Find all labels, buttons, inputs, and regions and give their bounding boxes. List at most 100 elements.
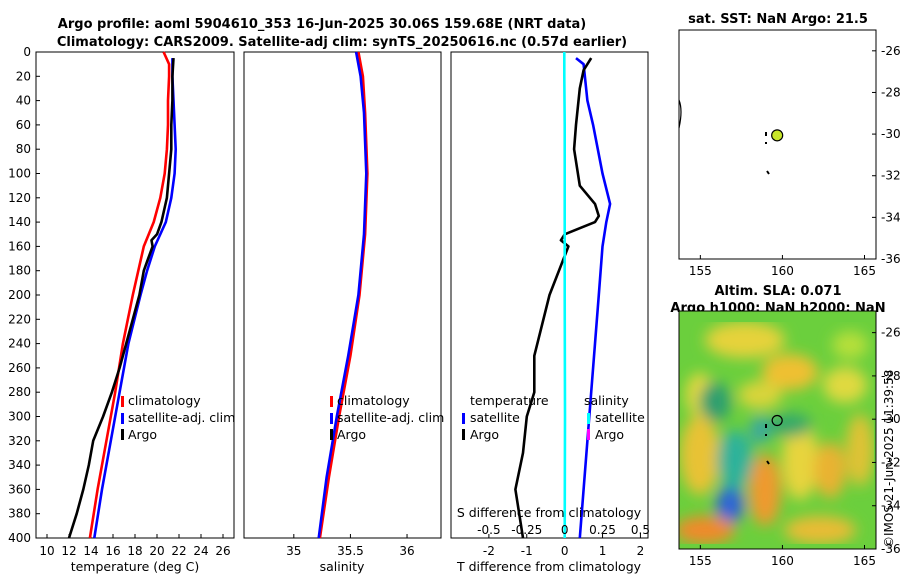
- depth-tick-label: 400: [8, 531, 31, 545]
- legend-argo: Argo: [128, 427, 157, 442]
- sst-map-panel: sat. SST: NaN Argo: 21.5 155 160 165 -26 -28…: [678, 12, 900, 278]
- difference-legend: temperature satellite Argo salinity sate…: [462, 393, 645, 442]
- legend-satellite: satellite-adj. clim: [128, 410, 235, 425]
- s-difference-tick-label: 0.25: [589, 523, 616, 537]
- temperature-series-argo: [67, 58, 175, 539]
- temperature-xtick-label: 12: [61, 544, 76, 558]
- temperature-series-climatology: [88, 51, 171, 539]
- legend-swatch-argo: [121, 429, 124, 440]
- lat-tick-label: -28: [881, 369, 900, 383]
- depth-tick-label: 160: [8, 239, 31, 253]
- temperature-panel: 0 20 40 60 80 100 120 140 160 180 200 220 240 260 280 3…: [8, 45, 235, 574]
- temperature-axes: [35, 51, 235, 539]
- temperature-xtick-label: 14: [83, 544, 98, 558]
- legend-swatch-t-argo: [462, 429, 465, 440]
- lat-tick-label: -28: [881, 85, 900, 99]
- lon-tick-label: 165: [853, 554, 876, 568]
- lat-tick-label: -34: [881, 499, 900, 513]
- depth-tick-label: 380: [8, 507, 31, 521]
- float-position-marker: [771, 129, 784, 142]
- island-marks: [765, 132, 770, 175]
- sla-heatmap: [679, 311, 876, 549]
- depth-tick-label: 280: [8, 385, 31, 399]
- temperature-xtick-label: 22: [171, 544, 186, 558]
- legend-swatch-satellite: [330, 413, 333, 424]
- salinity-xtick-label: 35.5: [337, 544, 364, 558]
- difference-xtick-label: 0: [561, 544, 569, 558]
- title-line-1: Argo profile: aoml 5904610_353 16-Jun-20…: [58, 17, 586, 32]
- lat-tick-label: -30: [881, 412, 900, 426]
- s-difference-tick-label: -0.25: [511, 523, 542, 537]
- depth-tick-label: 80: [16, 142, 31, 156]
- legend-t-argo: Argo: [470, 427, 499, 442]
- depth-tick-label: 100: [8, 167, 31, 181]
- sst-map-axes: [678, 29, 877, 260]
- sst-map-title: sat. SST: NaN Argo: 21.5: [688, 12, 868, 27]
- island-marks: [765, 424, 770, 465]
- temperature-xtick-label: 24: [193, 544, 208, 558]
- depth-tick-label: 140: [8, 215, 31, 229]
- legend-climatology: climatology: [337, 393, 410, 408]
- lat-tick-label: -32: [881, 169, 900, 183]
- depth-tick-label: 220: [8, 312, 31, 326]
- depth-tick-label: 360: [8, 482, 31, 496]
- temperature-xtick-label: 26: [215, 544, 230, 558]
- legend-s-satellite: satellite: [595, 410, 645, 425]
- legend-argo: Argo: [337, 427, 366, 442]
- sla-map-title-1: Altim. SLA: 0.071: [715, 284, 842, 299]
- difference-panel: -2 -1 0 1 2 T difference from climatology S …: [450, 51, 650, 574]
- difference-series-s-satellite: [562, 52, 567, 539]
- depth-tick-label: 60: [16, 118, 31, 132]
- title-line-2: Climatology: CARS2009. Satellite-adj cli…: [57, 35, 627, 50]
- salinity-axes: [243, 51, 442, 539]
- lon-tick-label: 155: [689, 554, 712, 568]
- imos-watermark: ©IMOS 21-Jun-2025 11:39:58: [882, 370, 896, 548]
- depth-tick-label: 260: [8, 361, 31, 375]
- lat-tick-label: -26: [881, 44, 900, 58]
- legend-satellite: satellite-adj. clim: [337, 410, 444, 425]
- sla-map-axes: [678, 310, 877, 550]
- temperature-xtick-label: 18: [127, 544, 142, 558]
- legend-swatch-s-satellite: [587, 413, 590, 424]
- legend-temperature-title: temperature: [470, 393, 549, 408]
- difference-xlabel: T difference from climatology: [456, 559, 642, 574]
- lat-tick-label: -32: [881, 455, 900, 469]
- salinity-xtick-label: 36: [399, 544, 414, 558]
- temperature-xtick-label: 16: [105, 544, 120, 558]
- temperature-legend: climatology satellite-adj. clim Argo: [121, 393, 235, 442]
- legend-salinity-title: salinity: [584, 393, 629, 408]
- lat-tick-label: -26: [881, 326, 900, 340]
- s-difference-tick-label: 0: [561, 523, 569, 537]
- depth-tick-label: 180: [8, 264, 31, 278]
- lat-tick-label: -34: [881, 210, 900, 224]
- depth-tick-label: 20: [16, 69, 31, 83]
- depth-tick-label: 300: [8, 410, 31, 424]
- difference-xtick-label: 1: [599, 544, 607, 558]
- lat-tick-label: -36: [881, 542, 900, 556]
- legend-swatch-satellite: [121, 413, 124, 424]
- temperature-series-satellite-adj-clim: [93, 58, 177, 539]
- depth-tick-label: 240: [8, 337, 31, 351]
- temperature-xtick-label: 20: [149, 544, 164, 558]
- temperature-xlabel: temperature (deg C): [71, 559, 200, 574]
- lon-tick-label: 165: [853, 264, 876, 278]
- depth-tick-label: 200: [8, 288, 31, 302]
- salinity-xlabel: salinity: [320, 559, 365, 574]
- depth-tick-label: 340: [8, 458, 31, 472]
- depth-tick-label: 320: [8, 434, 31, 448]
- salinity-legend: climatology satellite-adj. clim Argo: [330, 393, 444, 442]
- depth-tick-label: 120: [8, 191, 31, 205]
- difference-xtick-label: -2: [483, 544, 495, 558]
- salinity-xtick-label: 35: [286, 544, 301, 558]
- legend-swatch-climatology: [121, 396, 124, 407]
- depth-tick-label: 40: [16, 94, 31, 108]
- sla-map-panel: Altim. SLA: 0.071 Argo h1000: NaN h2000:…: [670, 284, 900, 568]
- salinity-panel: 35 35.5 36 salinity climatology satellite-…: [243, 51, 444, 574]
- temperature-xtick-label: 10: [39, 544, 54, 558]
- legend-swatch-s-argo: [587, 429, 590, 440]
- lon-tick-label: 160: [771, 264, 794, 278]
- lon-tick-label: 155: [689, 264, 712, 278]
- legend-swatch-climatology: [330, 396, 333, 407]
- lon-tick-label: 160: [771, 554, 794, 568]
